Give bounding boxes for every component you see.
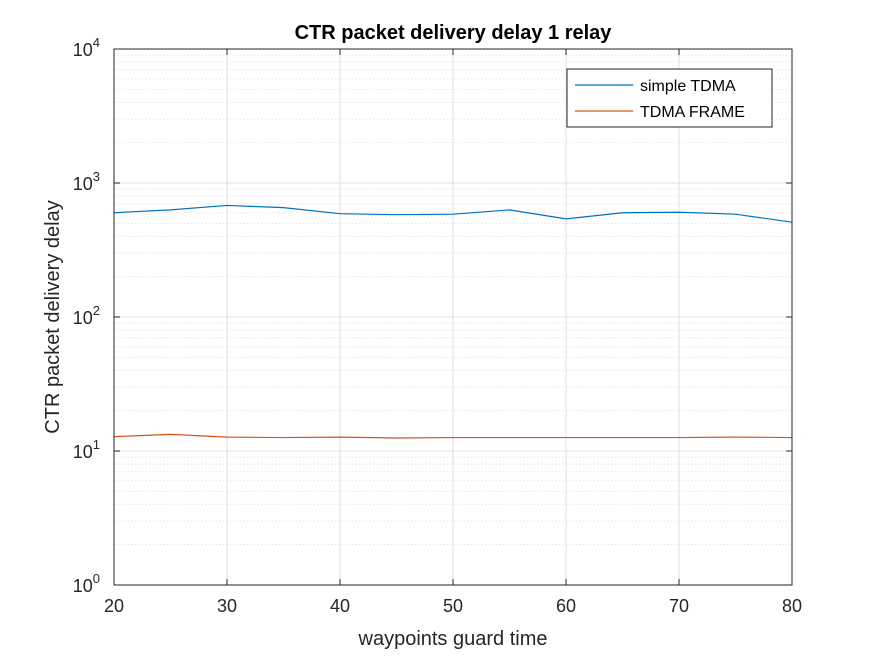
x-tick-label: 20	[104, 596, 124, 616]
legend-entry-label: TDMA FRAME	[640, 104, 745, 121]
y-tick-exponent: 1	[93, 437, 100, 452]
x-tick-label: 70	[669, 596, 689, 616]
legend: simple TDMA TDMA FRAME	[566, 68, 773, 128]
series-line-0	[113, 204, 793, 223]
y-tick-exponent: 4	[93, 35, 100, 50]
y-tick-base: 10	[73, 40, 93, 60]
legend-box	[566, 68, 773, 128]
chart-title: CTR packet delivery delay 1 relay	[295, 22, 613, 44]
y-tick-base: 10	[73, 174, 93, 194]
y-tick-base: 10	[73, 576, 93, 596]
legend-entry-label: simple TDMA	[640, 78, 736, 95]
y-axis-label: CTR packet delivery delay	[42, 200, 64, 433]
y-tick-label: 104	[73, 35, 100, 60]
y-tick-label: 103	[73, 169, 100, 194]
series-line-1	[113, 433, 793, 439]
x-tick-label: 60	[556, 596, 576, 616]
series-group	[113, 204, 793, 439]
y-tick-label: 102	[73, 303, 100, 328]
y-tick-exponent: 2	[93, 303, 100, 318]
y-tick-label: 100	[73, 571, 100, 596]
y-tick-base: 10	[73, 442, 93, 462]
y-tick-exponent: 3	[93, 169, 100, 184]
x-axis-label: waypoints guard time	[358, 628, 548, 650]
y-tick-base: 10	[73, 308, 93, 328]
y-tick-exponent: 0	[93, 571, 100, 586]
x-tick-label: 50	[443, 596, 463, 616]
y-tick-label: 101	[73, 437, 100, 462]
x-tick-label: 30	[217, 596, 237, 616]
x-tick-label: 80	[782, 596, 802, 616]
x-tick-label: 40	[330, 596, 350, 616]
